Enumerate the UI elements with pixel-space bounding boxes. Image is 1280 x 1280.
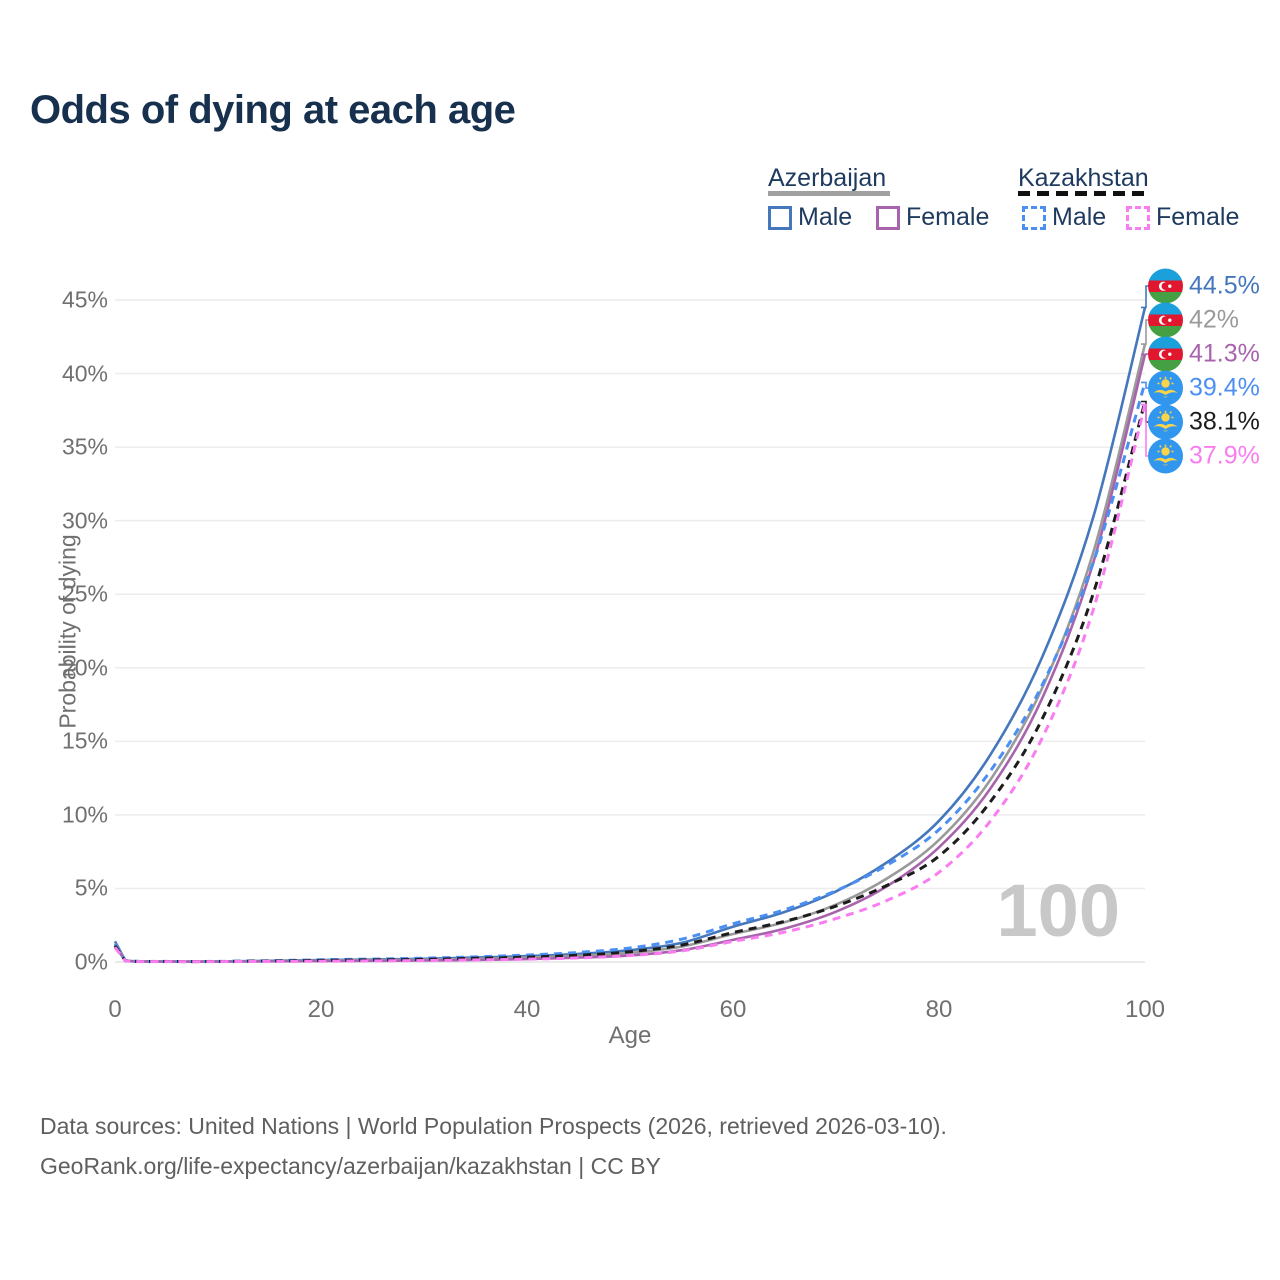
x-tick-20: 20 bbox=[307, 996, 335, 1023]
y-tick-5%: 5% bbox=[74, 874, 108, 901]
end-label-value: 42% bbox=[1189, 305, 1240, 334]
series-line-azerbaijan-both-sexes bbox=[113, 343, 1147, 963]
legend-swatch-kazakhstan-male[interactable] bbox=[1022, 205, 1046, 230]
series-line-azerbaijan-male bbox=[113, 307, 1147, 963]
legend-label-kazakhstan-female: Female bbox=[1156, 203, 1240, 231]
azerbaijan-flag-icon bbox=[1148, 336, 1183, 372]
x-tick-40: 40 bbox=[513, 996, 541, 1023]
x-axis-title: Age bbox=[608, 1022, 652, 1049]
x-tick-80: 80 bbox=[925, 996, 953, 1023]
series-line-kazakhstan-female bbox=[113, 404, 1147, 964]
legend-group-kazakhstan: Kazakhstan bbox=[1018, 164, 1149, 192]
end-label-value: 37.9% bbox=[1189, 441, 1260, 470]
legend-azerbaijan-linestyle-sample bbox=[768, 191, 890, 196]
legend-group-azerbaijan: Azerbaijan bbox=[768, 164, 887, 192]
legend-label-kazakhstan-male: Male bbox=[1052, 203, 1107, 231]
y-tick-40%: 40% bbox=[61, 360, 108, 387]
x-tick-60: 60 bbox=[719, 996, 747, 1023]
end-label-value: 39.4% bbox=[1189, 373, 1260, 402]
azerbaijan-flag-icon bbox=[1148, 268, 1183, 304]
azerbaijan-flag-icon bbox=[1148, 302, 1183, 338]
footer-attribution: Data sources: United Nations | World Pop… bbox=[40, 1106, 947, 1186]
kazakhstan-flag-icon bbox=[1148, 370, 1183, 406]
end-label-azerbaijan-male: 44.5% bbox=[1148, 268, 1260, 304]
legend-swatch-kazakhstan-female[interactable] bbox=[1126, 205, 1150, 230]
legend-item-kazakhstan-male[interactable]: Male bbox=[1022, 203, 1106, 232]
watermark-age-100: 100 bbox=[996, 869, 1120, 952]
end-label-kazakhstan-female: 37.9% bbox=[1148, 438, 1260, 474]
legend-label-azerbaijan-female: Female bbox=[906, 203, 990, 231]
end-label-kazakhstan-both-sexes: 38.1% bbox=[1148, 404, 1260, 440]
end-label-azerbaijan-both-sexes: 42% bbox=[1148, 302, 1240, 338]
y-tick-15%: 15% bbox=[61, 727, 108, 754]
footer-data-sources: Data sources: United Nations | World Pop… bbox=[40, 1113, 947, 1139]
end-label-value: 38.1% bbox=[1189, 407, 1260, 436]
y-tick-10%: 10% bbox=[61, 801, 108, 828]
kazakhstan-flag-icon bbox=[1148, 438, 1183, 474]
end-label-value: 44.5% bbox=[1189, 271, 1260, 300]
footer-url: GeoRank.org/life-expectancy/azerbaijan/k… bbox=[40, 1153, 661, 1179]
legend-kazakhstan-linestyle-sample bbox=[1018, 191, 1145, 196]
chart-title: Odds of dying at each age bbox=[30, 88, 516, 132]
legend-item-kazakhstan-female[interactable]: Female bbox=[1126, 203, 1239, 232]
y-tick-30%: 30% bbox=[61, 507, 108, 534]
kazakhstan-flag-icon bbox=[1148, 404, 1183, 440]
y-tick-35%: 35% bbox=[61, 433, 108, 460]
y-tick-0%: 0% bbox=[74, 948, 108, 975]
end-label-kazakhstan-male: 39.4% bbox=[1148, 370, 1260, 406]
legend-item-azerbaijan-male[interactable]: Male bbox=[768, 203, 852, 232]
end-label-value: 41.3% bbox=[1189, 339, 1260, 368]
x-tick-100: 100 bbox=[1124, 996, 1166, 1023]
legend-item-azerbaijan-female[interactable]: Female bbox=[876, 203, 989, 232]
y-tick-25%: 25% bbox=[61, 580, 108, 607]
legend-swatch-azerbaijan-male[interactable] bbox=[768, 205, 792, 230]
series-line-azerbaijan-female bbox=[113, 354, 1147, 963]
y-axis-title: Probability of dying bbox=[54, 534, 81, 729]
legend-label-azerbaijan-male: Male bbox=[798, 203, 853, 231]
y-tick-45%: 45% bbox=[61, 286, 108, 313]
y-tick-20%: 20% bbox=[61, 654, 108, 681]
end-label-azerbaijan-female: 41.3% bbox=[1148, 336, 1260, 372]
x-tick-0: 0 bbox=[108, 996, 122, 1023]
legend-swatch-azerbaijan-female[interactable] bbox=[876, 205, 900, 230]
